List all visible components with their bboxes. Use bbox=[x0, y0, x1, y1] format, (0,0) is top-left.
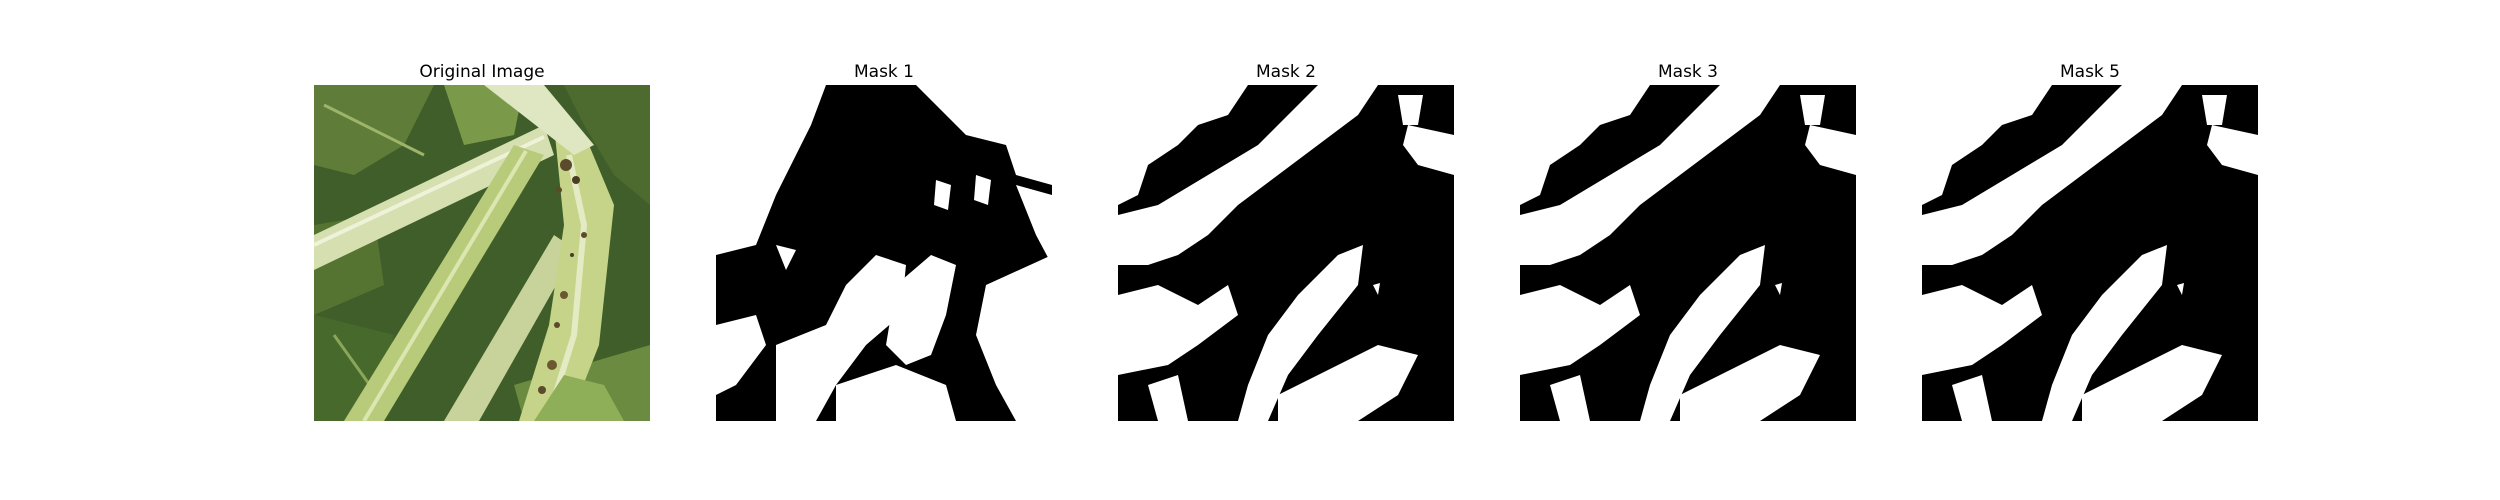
panel-title: Mask 1 bbox=[716, 60, 1052, 84]
panel-title: Mask 2 bbox=[1118, 60, 1454, 84]
panel-title: Mask 3 bbox=[1520, 60, 1856, 84]
mask-3-image bbox=[1520, 85, 1856, 421]
mask-2-image bbox=[1118, 85, 1454, 421]
mask-1-image bbox=[716, 85, 1052, 421]
mask-5-image bbox=[1922, 85, 2258, 421]
original-plant-photo bbox=[314, 85, 650, 421]
panel-title: Mask 5 bbox=[1922, 60, 2258, 84]
panel-title: Original Image bbox=[314, 60, 650, 84]
